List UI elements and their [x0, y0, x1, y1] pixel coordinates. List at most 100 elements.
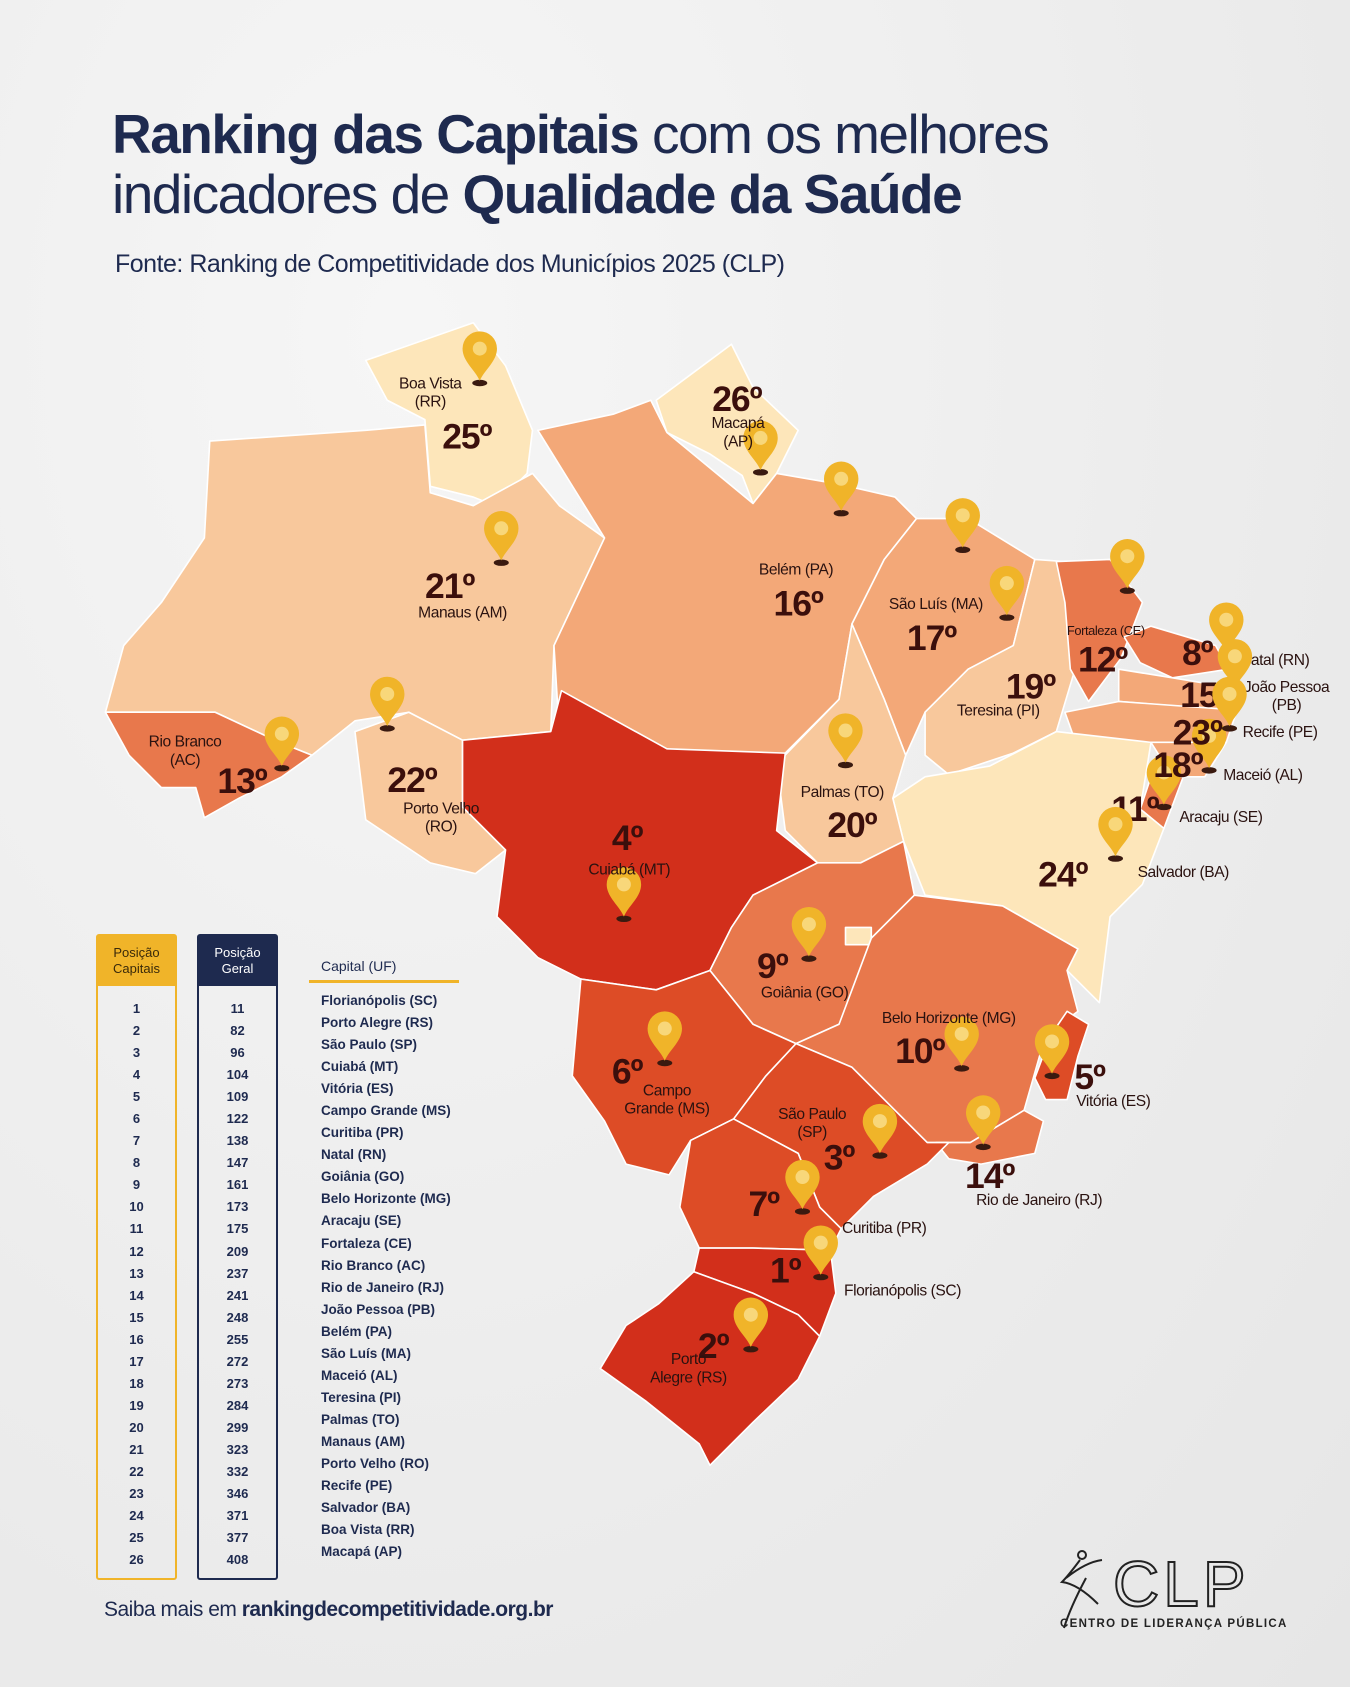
city-marker: 4º Cuiabá (MT) — [588, 818, 671, 923]
capital-name-cell: Maceió (AL) — [321, 1367, 398, 1383]
state-df — [844, 926, 873, 946]
capital-position-cell: 18 — [129, 1375, 144, 1391]
map-pin-icon — [484, 511, 519, 566]
overall-position-cell: 371 — [226, 1508, 249, 1524]
city-rank: 13º — [217, 761, 267, 801]
capital-name-cell: Teresina (PI) — [321, 1389, 402, 1405]
capital-name-cell: Rio de Janeiro (RJ) — [321, 1279, 445, 1295]
city-marker: 16º Belém (PA) — [759, 461, 859, 623]
map-pin-icon — [1146, 755, 1182, 811]
capital-position-cell: 26 — [129, 1552, 144, 1568]
overall-position-cell: 109 — [226, 1089, 249, 1105]
capital-position-cell: 14 — [129, 1287, 144, 1303]
capital-position-cell: 13 — [129, 1265, 144, 1281]
capital-position-cell: 24 — [129, 1508, 144, 1524]
overall-position-cell: 272 — [226, 1353, 249, 1369]
overall-position-cell: 138 — [226, 1133, 249, 1149]
overall-position-cell: 255 — [226, 1331, 249, 1347]
footer-link[interactable]: rankingdecompetitividade.org.br — [241, 1598, 554, 1621]
capital-position-cell: 25 — [129, 1530, 144, 1546]
capital-header: Capital (UF) — [321, 958, 397, 974]
capital-name-cell: Recife (PE) — [321, 1478, 393, 1494]
map-pin-icon — [989, 565, 1025, 621]
map-pin-icon — [264, 716, 300, 772]
capital-name-cell: Natal (RN) — [321, 1147, 387, 1163]
city-name: Vitória (ES) — [1076, 1093, 1150, 1110]
city-name: Salvador (BA) — [1138, 864, 1230, 881]
clp-logo: CLP — [1059, 1548, 1250, 1629]
city-name: Belo Horizonte (MG) — [882, 1010, 1016, 1027]
capital-position-cell: 16 — [129, 1331, 144, 1347]
capital-name-cell: Fortaleza (CE) — [321, 1235, 412, 1251]
city-name: Palmas (TO) — [801, 784, 885, 801]
city-name: Florianópolis (SC) — [844, 1282, 961, 1299]
city-name: Manaus (AM) — [418, 605, 507, 622]
city-name: Rio de Janeiro (RJ) — [976, 1192, 1102, 1209]
map-pin-icon — [944, 1016, 979, 1072]
city-name: Goiânia (GO) — [761, 984, 849, 1001]
city-marker: 17º São Luís (MA) — [889, 498, 984, 658]
map-pin-icon — [370, 676, 405, 732]
capital-position-cell: 8 — [132, 1155, 141, 1171]
capital-position-cell: 5 — [132, 1089, 141, 1105]
city-rank: 22º — [387, 760, 437, 800]
capital-position-cell: 15 — [129, 1309, 144, 1325]
map-pin-icon — [743, 420, 778, 476]
capital-name-cell: São Luís (MA) — [321, 1345, 411, 1361]
capital-list: Florianópolis (SC) Porto Alegre (RS) São P… — [321, 990, 451, 1563]
overall-position-cell: 237 — [226, 1265, 249, 1281]
overall-position-cell: 96 — [230, 1045, 245, 1061]
logo-mark: CLP — [1113, 1548, 1250, 1620]
capital-position-column: Posição Capitais 1 2 3 4 5 6 7 8 9 10 11 12 13 14 15 16… — [96, 934, 177, 1580]
capital-name-cell: Macapá (AP) — [321, 1544, 403, 1560]
overall-position-cell: 175 — [226, 1221, 249, 1237]
city-rank: 17º — [907, 618, 957, 658]
capital-name-cell: São Paulo (SP) — [321, 1037, 418, 1053]
overall-position-cell: 377 — [226, 1530, 249, 1546]
capital-name-cell: Aracaju (SE) — [321, 1213, 402, 1229]
capital-name-cell: Manaus (AM) — [321, 1433, 405, 1449]
capital-name-cell: Campo Grande (MS) — [321, 1103, 451, 1119]
city-rank: 3º — [824, 1137, 856, 1177]
title-line1-regular: com os melhores — [638, 103, 1050, 165]
city-rank: 2º — [698, 1326, 730, 1366]
city-marker: 18º Maceió (AL) — [1153, 718, 1303, 785]
capital-name-cell: Porto Alegre (RS) — [321, 1015, 434, 1031]
city-name: São Luís (MA) — [889, 596, 983, 613]
capital-position-cell: 23 — [129, 1486, 144, 1502]
overall-position-cell: 161 — [226, 1177, 249, 1193]
map-pin-icon — [647, 1011, 682, 1067]
map-pin-icon — [823, 461, 859, 517]
state-ac — [104, 711, 313, 819]
capital-header-underline — [309, 980, 459, 983]
capital-position-cell: 3 — [132, 1045, 141, 1061]
map-pin-icon — [1098, 806, 1133, 862]
overall-position-cell: 209 — [226, 1243, 249, 1259]
overall-position-cell: 241 — [226, 1287, 249, 1303]
capital-position-cell: 4 — [132, 1067, 141, 1083]
footer-prefix: Saiba mais em — [104, 1598, 242, 1621]
city-rank: 7º — [748, 1184, 780, 1224]
source-subtitle: Fonte: Ranking de Competitividade dos Mu… — [115, 250, 785, 278]
capital-position-cell: 19 — [129, 1397, 144, 1413]
city-marker: 23º Recife (PE) — [1173, 676, 1318, 753]
map-pin-icon — [828, 713, 863, 769]
map-pin-icon — [785, 1159, 820, 1215]
city-name: Recife (PE) — [1243, 724, 1318, 741]
map-pin-icon — [606, 867, 642, 923]
map-pin-icon — [462, 331, 497, 387]
overall-position-cell: 248 — [226, 1309, 249, 1325]
city-marker: 6º Campo Grande (MS) — [612, 1011, 710, 1118]
city-name: Macapá (AP) — [712, 415, 766, 450]
city-rank: 12º — [1078, 639, 1128, 679]
city-rank: 1º — [770, 1250, 802, 1290]
capital-name-cell: Boa Vista (RR) — [321, 1522, 415, 1538]
title-line2-bold: Qualidade da Saúde — [462, 163, 963, 225]
